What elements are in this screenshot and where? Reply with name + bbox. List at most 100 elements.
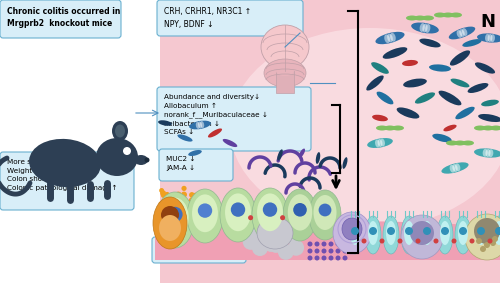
Ellipse shape <box>404 221 414 245</box>
Text: Oxidative stress↑: Oxidative stress↑ <box>159 244 224 250</box>
Ellipse shape <box>178 134 192 142</box>
Circle shape <box>192 200 196 203</box>
Ellipse shape <box>288 194 312 231</box>
Circle shape <box>176 203 180 207</box>
Circle shape <box>123 147 131 155</box>
Ellipse shape <box>29 139 101 187</box>
Ellipse shape <box>158 120 172 126</box>
Circle shape <box>284 228 300 244</box>
Ellipse shape <box>230 28 500 228</box>
Ellipse shape <box>450 79 469 87</box>
Circle shape <box>258 213 274 229</box>
Circle shape <box>189 192 194 198</box>
Ellipse shape <box>187 189 223 243</box>
Circle shape <box>369 227 377 235</box>
Ellipse shape <box>159 215 181 241</box>
Circle shape <box>342 248 347 254</box>
Text: N: N <box>480 13 496 31</box>
Circle shape <box>488 239 492 243</box>
Circle shape <box>314 241 320 246</box>
Ellipse shape <box>425 24 430 33</box>
Ellipse shape <box>276 66 294 76</box>
Circle shape <box>416 239 420 243</box>
Circle shape <box>452 239 456 243</box>
Ellipse shape <box>450 165 455 173</box>
Ellipse shape <box>158 221 500 243</box>
Circle shape <box>175 192 182 198</box>
Circle shape <box>180 205 187 212</box>
Circle shape <box>198 198 201 201</box>
Ellipse shape <box>456 30 462 38</box>
Circle shape <box>322 241 326 246</box>
Circle shape <box>242 234 258 250</box>
Ellipse shape <box>375 140 380 147</box>
Ellipse shape <box>225 193 251 231</box>
Ellipse shape <box>414 16 426 20</box>
Ellipse shape <box>476 221 486 245</box>
Circle shape <box>380 239 384 243</box>
Ellipse shape <box>482 125 494 130</box>
Ellipse shape <box>257 217 293 249</box>
Circle shape <box>314 256 320 260</box>
Bar <box>155 0 500 283</box>
Text: Chronic colitis occurred in
Mrgprb2  knockout mice: Chronic colitis occurred in Mrgprb2 knoc… <box>7 7 120 29</box>
Circle shape <box>410 221 434 245</box>
Ellipse shape <box>261 25 309 69</box>
Ellipse shape <box>490 125 500 130</box>
Ellipse shape <box>392 125 404 130</box>
Ellipse shape <box>422 16 434 20</box>
Circle shape <box>405 227 413 235</box>
FancyBboxPatch shape <box>152 237 246 263</box>
Circle shape <box>495 227 500 235</box>
Circle shape <box>160 190 166 196</box>
Ellipse shape <box>252 188 288 242</box>
Circle shape <box>248 215 253 220</box>
Circle shape <box>263 201 279 217</box>
Ellipse shape <box>449 27 475 39</box>
Circle shape <box>288 240 304 256</box>
Circle shape <box>164 203 168 207</box>
Ellipse shape <box>475 62 495 74</box>
Ellipse shape <box>432 134 452 142</box>
Ellipse shape <box>378 139 382 147</box>
Ellipse shape <box>257 193 283 231</box>
Circle shape <box>398 239 402 243</box>
Circle shape <box>167 201 170 204</box>
Circle shape <box>263 236 279 252</box>
Ellipse shape <box>460 29 464 37</box>
Ellipse shape <box>491 216 500 254</box>
Ellipse shape <box>380 139 385 147</box>
Circle shape <box>336 256 340 260</box>
Circle shape <box>308 256 312 260</box>
Ellipse shape <box>446 140 458 145</box>
Circle shape <box>231 202 245 217</box>
Ellipse shape <box>376 92 394 104</box>
Circle shape <box>268 237 284 253</box>
Ellipse shape <box>403 79 427 87</box>
Circle shape <box>322 256 326 260</box>
Ellipse shape <box>192 194 218 232</box>
FancyBboxPatch shape <box>159 149 233 181</box>
Circle shape <box>387 227 395 235</box>
Circle shape <box>318 203 332 216</box>
Ellipse shape <box>367 138 393 148</box>
Ellipse shape <box>376 125 388 130</box>
Ellipse shape <box>299 149 305 157</box>
Bar <box>276 71 294 93</box>
Text: More severe symptoms:
Weight loss ↑
Colon shorten ↑
Colonic pathological damage↑: More severe symptoms: Weight loss ↑ Colo… <box>7 159 117 191</box>
Ellipse shape <box>386 221 396 245</box>
Circle shape <box>293 203 307 216</box>
Circle shape <box>470 239 474 243</box>
Ellipse shape <box>422 221 432 245</box>
Circle shape <box>196 194 200 198</box>
Circle shape <box>168 198 174 204</box>
Ellipse shape <box>384 34 390 43</box>
Ellipse shape <box>401 216 417 254</box>
Circle shape <box>160 203 165 207</box>
Ellipse shape <box>153 197 187 249</box>
Ellipse shape <box>442 12 454 18</box>
Ellipse shape <box>419 216 435 254</box>
Ellipse shape <box>485 34 490 42</box>
Circle shape <box>336 241 340 246</box>
Ellipse shape <box>376 32 404 44</box>
